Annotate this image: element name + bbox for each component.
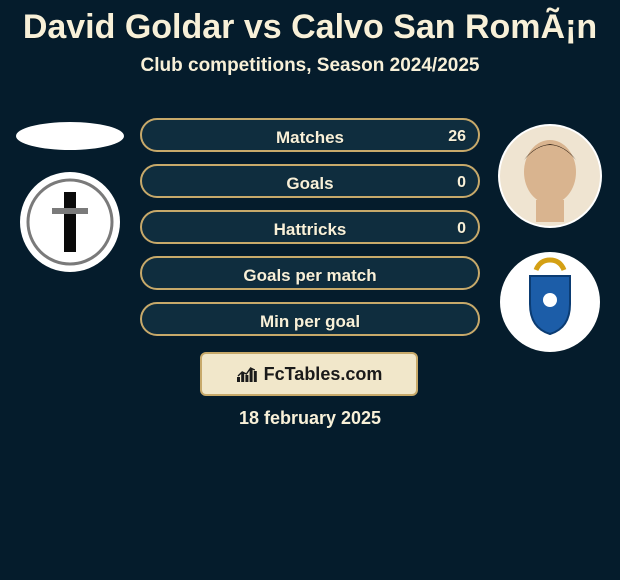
left-player-column xyxy=(6,100,134,360)
stat-label: Goals per match xyxy=(142,266,478,286)
stat-label: Goals xyxy=(142,174,478,194)
stat-label: Min per goal xyxy=(142,312,478,332)
bar-chart-icon xyxy=(236,365,258,383)
stat-right-value: 26 xyxy=(448,128,466,146)
club-badge-left xyxy=(20,172,120,272)
brand-text: FcTables.com xyxy=(264,364,383,385)
footer-date: 18 february 2025 xyxy=(0,408,620,429)
stat-row: Hattricks0 xyxy=(140,210,480,244)
stat-right-value: 0 xyxy=(457,220,466,238)
stat-row: Goals per match xyxy=(140,256,480,290)
page-title: David Goldar vs Calvo San RomÃ¡n xyxy=(0,0,620,47)
stat-row: Min per goal xyxy=(140,302,480,336)
club-badge-right xyxy=(500,252,600,352)
right-player-column xyxy=(486,100,614,360)
brand-box[interactable]: FcTables.com xyxy=(200,352,418,396)
player-photo-right xyxy=(498,124,602,228)
player-photo-left xyxy=(16,122,124,150)
stat-row: Goals0 xyxy=(140,164,480,198)
page-subtitle: Club competitions, Season 2024/2025 xyxy=(0,55,620,77)
stat-label: Matches xyxy=(142,128,478,148)
right-player-graphics xyxy=(486,100,614,360)
brand-inner: FcTables.com xyxy=(236,364,383,385)
root: David Goldar vs Calvo San RomÃ¡n Club co… xyxy=(0,0,620,580)
left-player-graphics xyxy=(6,100,134,360)
stat-row: Matches26 xyxy=(140,118,480,152)
middle-section: Matches26Goals0Hattricks0Goals per match… xyxy=(0,100,620,360)
stat-right-value: 0 xyxy=(457,174,466,192)
stat-label: Hattricks xyxy=(142,220,478,240)
stat-bars: Matches26Goals0Hattricks0Goals per match… xyxy=(140,118,480,348)
